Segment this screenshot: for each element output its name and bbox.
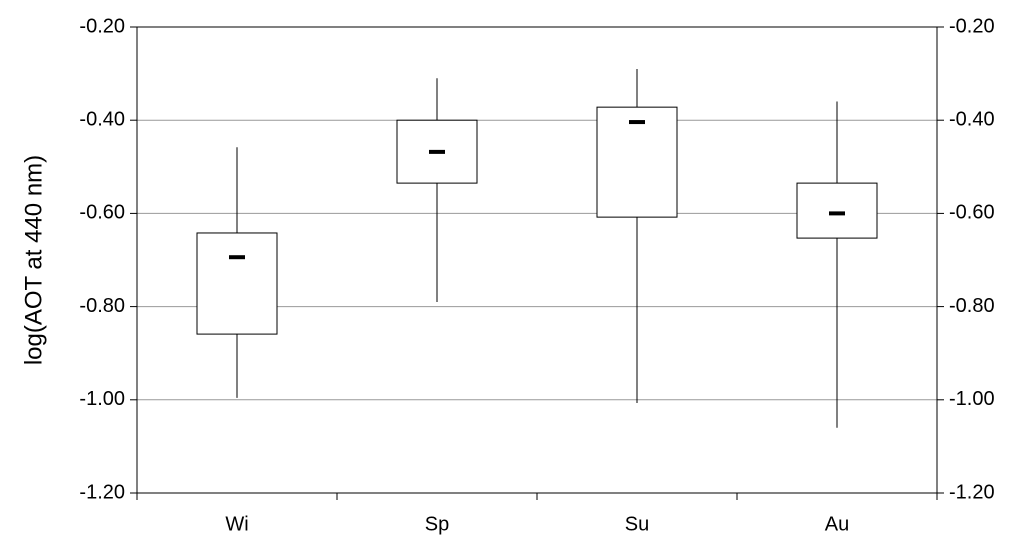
x-tick-label: Sp <box>425 513 449 535</box>
y2-tick-label: -0.20 <box>949 15 995 37</box>
y-tick-label: -1.00 <box>79 388 125 410</box>
y-tick-label: -0.80 <box>79 295 125 317</box>
y-tick-label: -1.20 <box>79 481 125 503</box>
y2-tick-label: -0.80 <box>949 295 995 317</box>
box <box>196 232 278 335</box>
x-tick-label: Wi <box>225 513 248 535</box>
y2-tick-label: -1.00 <box>949 388 995 410</box>
box <box>596 106 678 218</box>
y-axis-label: log(AOT at 440 nm) <box>20 155 47 365</box>
y-tick-label: -0.60 <box>79 202 125 224</box>
y-tick-label: -0.40 <box>79 108 125 130</box>
box <box>796 182 878 239</box>
x-tick-label: Au <box>825 513 849 535</box>
y2-tick-label: -1.20 <box>949 481 995 503</box>
x-tick-label: Su <box>625 513 649 535</box>
y-tick-label: -0.20 <box>79 15 125 37</box>
y2-tick-label: -0.60 <box>949 202 995 224</box>
y2-tick-label: -0.40 <box>949 108 995 130</box>
